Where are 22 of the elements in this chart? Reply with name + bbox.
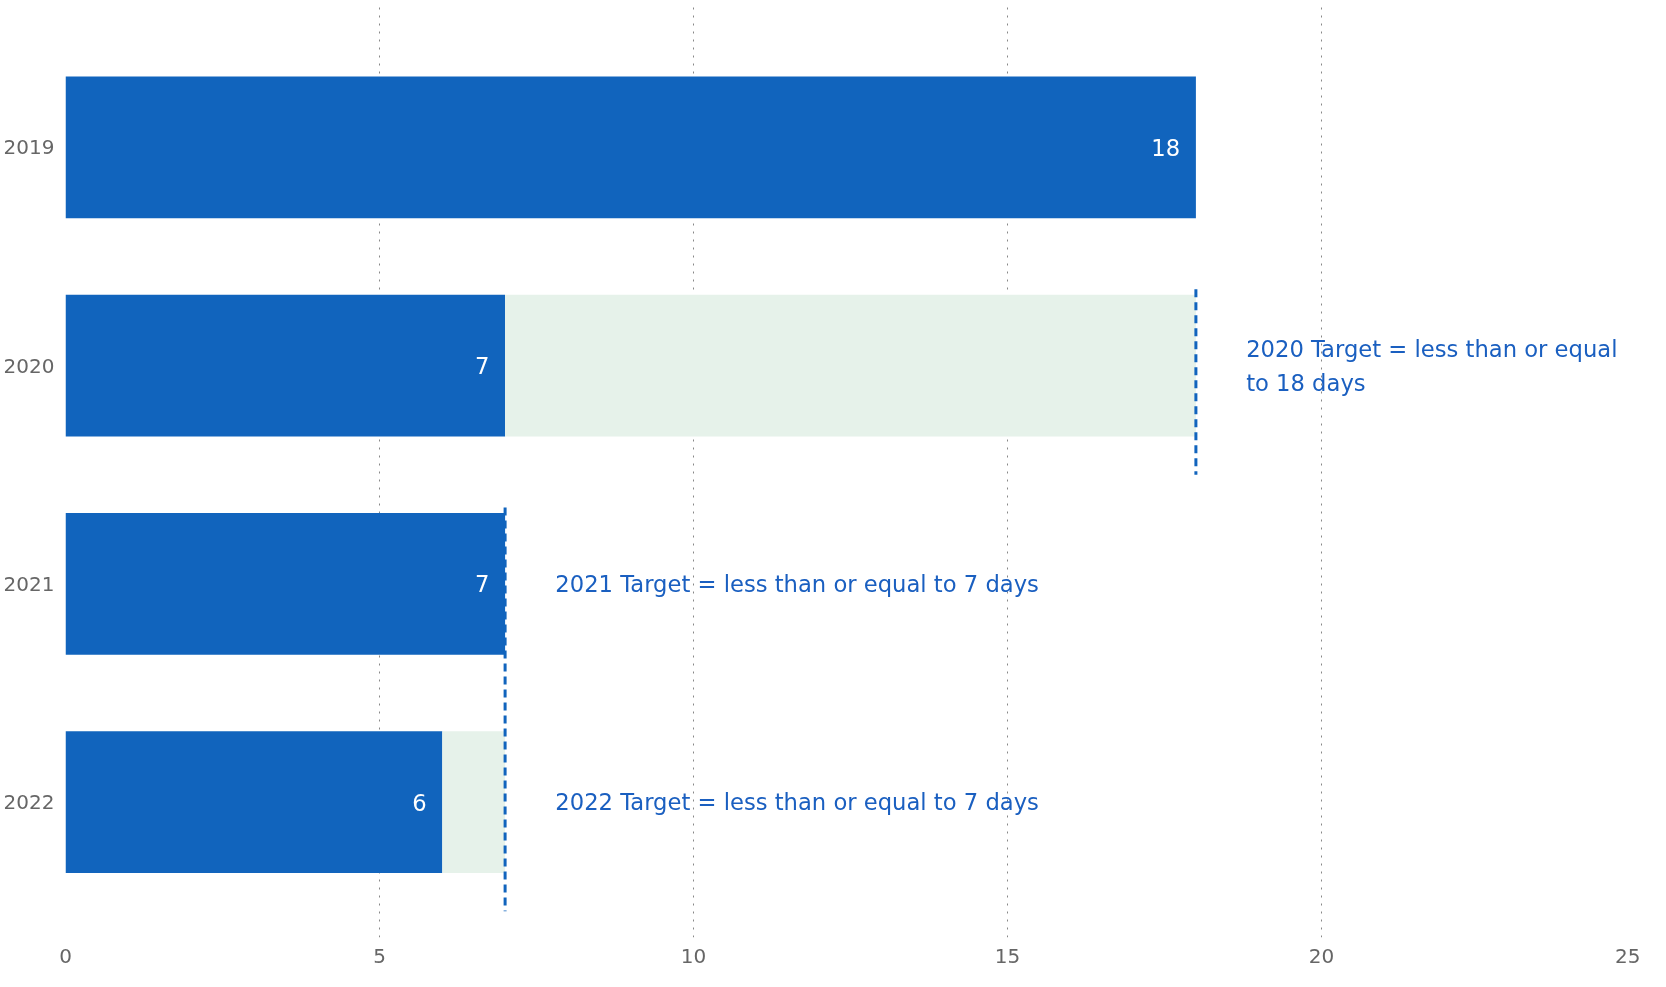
ref-line-label: 2021 Target = less than or equal to 7 days [555, 570, 1039, 597]
bar [65, 76, 1196, 219]
bar [442, 731, 506, 874]
x-tick-label: 20 [1308, 943, 1335, 968]
y-tick-label: 2019 [3, 135, 55, 160]
bar [65, 731, 443, 874]
bar [505, 294, 1196, 437]
data-label: 7 [474, 353, 490, 380]
x-tick-label: 15 [994, 943, 1021, 968]
annotation: 2022 Target = less than or equal to 7 days [555, 789, 1039, 816]
y-tick-label: 2020 [3, 353, 55, 378]
x-tick-label: 5 [373, 943, 386, 968]
bar [65, 294, 506, 437]
data-label: 18 [1151, 134, 1181, 161]
x-tick-label: 10 [680, 943, 707, 968]
data-label: 7 [474, 571, 490, 598]
x-tick-label: 0 [59, 943, 72, 968]
y-tick-label: 2021 [3, 571, 55, 596]
ref-line-label: 2020 Target = less than or equal to 18 days [1246, 335, 1618, 396]
y-tick-label: 2022 [3, 790, 55, 815]
x-tick-label: 25 [1615, 943, 1641, 968]
data-label: 6 [412, 789, 427, 816]
